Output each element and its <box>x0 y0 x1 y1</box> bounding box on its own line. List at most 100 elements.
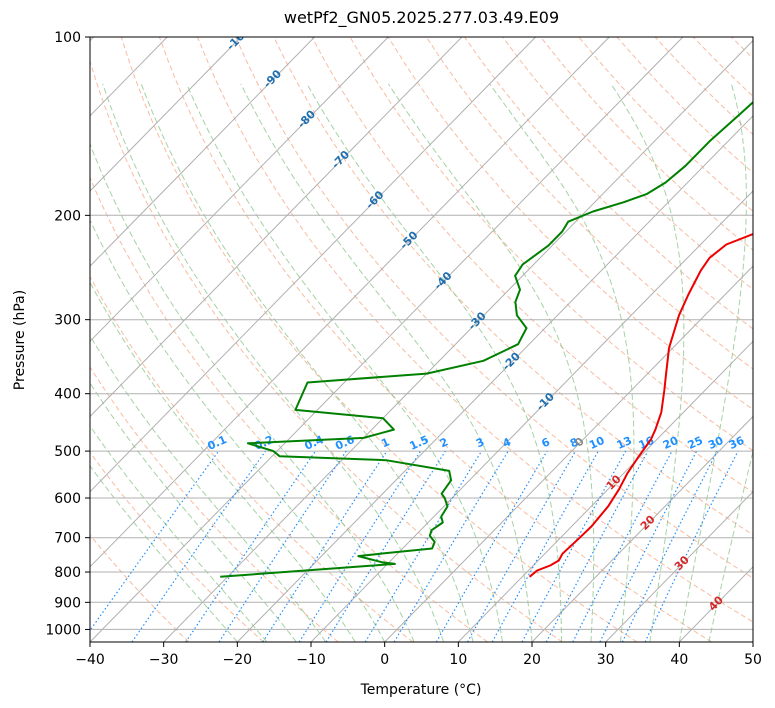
mixing-ratio-line <box>325 450 446 642</box>
isotherm-label: -30 <box>466 309 489 333</box>
dry-adiabat <box>90 59 563 642</box>
isotherm-line <box>384 265 753 642</box>
isotherm-label: -80 <box>295 107 318 131</box>
dry-adiabat <box>90 366 339 642</box>
isotherm-label: 30 <box>672 553 692 573</box>
mixing-ratio-label: 1 <box>379 435 391 450</box>
mixing-ratio-label: 36 <box>727 434 747 452</box>
isotherm-line <box>457 340 753 642</box>
isotherm-label: -60 <box>363 188 386 212</box>
isotherm-label: 10 <box>604 472 624 492</box>
isotherm-line <box>90 37 536 493</box>
isotherm-label: -70 <box>329 148 352 172</box>
y-tick-label: 500 <box>54 444 81 460</box>
isotherm-line <box>90 37 463 418</box>
x-tick-label: 50 <box>744 652 762 668</box>
isotherm-line <box>310 190 753 642</box>
dry-adiabat <box>654 37 753 136</box>
plot-frame <box>89 36 754 643</box>
mixing-ratio-line <box>262 450 388 642</box>
dry-adiabat <box>387 37 753 411</box>
moist-adiabat <box>708 449 753 642</box>
mixing-ratio-label: 16 <box>637 434 657 452</box>
dry-adiabat <box>464 37 753 330</box>
x-tick-label: −40 <box>75 652 105 668</box>
y-tick-label: 1000 <box>45 622 81 638</box>
moist-adiabat <box>140 83 474 642</box>
dry-adiabat <box>502 37 753 290</box>
y-tick-label: 600 <box>54 491 81 507</box>
isotherm-line <box>605 490 753 642</box>
mixing-ratio-line <box>435 450 548 642</box>
mixing-ratio-line <box>491 450 599 642</box>
moist-adiabat <box>306 83 562 642</box>
moist-adiabat <box>610 83 685 642</box>
mixing-ratio-label: 10 <box>587 434 607 452</box>
moist-adiabat <box>240 83 533 642</box>
chart-title: wetPf2_GN05.2025.277.03.49.E09 <box>283 8 560 27</box>
dry-adiabat <box>616 37 753 174</box>
dry-adiabat <box>235 37 753 579</box>
y-tick-label: 200 <box>54 208 81 224</box>
mixing-ratio-label: 0.6 <box>333 433 356 453</box>
isotherm-line <box>90 37 242 192</box>
isotherm-line <box>90 37 389 343</box>
x-tick-label: 30 <box>597 652 615 668</box>
x-tick-label: 40 <box>670 652 688 668</box>
moist-adiabat <box>387 83 595 642</box>
isotherm-label: 40 <box>706 593 726 613</box>
moist-adiabat <box>90 465 238 642</box>
dry-adiabat <box>90 451 264 642</box>
dry-adiabat <box>90 534 190 642</box>
y-tick-label: 900 <box>54 595 81 611</box>
isotherm-line <box>90 37 315 267</box>
mixing-ratio-label: 0.4 <box>303 433 326 453</box>
moist-adiabat <box>90 142 415 642</box>
isotherm-line <box>163 39 753 642</box>
isotherm-line <box>236 115 753 642</box>
profile-lines <box>220 100 753 578</box>
y-tick-label: 100 <box>54 30 81 46</box>
mixing-ratio-label: 1.5 <box>408 433 431 453</box>
mixing-ratio-label: 2 <box>438 435 450 450</box>
isopleth-labels: 0.1 0.2 0.4 0.6 1 1.5 2 3 4 6 8 10 13 16 20 25 30 36-100-… <box>206 37 747 614</box>
mixing-ratio-line <box>466 450 577 642</box>
y-tick-label: 700 <box>54 531 81 547</box>
dry-adiabat <box>311 37 753 493</box>
dry-adiabat <box>273 37 753 536</box>
mixing-ratio-line <box>521 450 627 642</box>
isotherm-label: -20 <box>500 350 523 374</box>
mixing-ratio-label: 25 <box>686 434 705 452</box>
mixing-ratio-line <box>545 450 649 642</box>
x-tick-label: −30 <box>149 652 179 668</box>
mixing-ratio-line <box>572 450 673 642</box>
mixing-ratio-line <box>364 450 483 642</box>
y-tick-label: 400 <box>54 387 81 403</box>
mixing-ratio-label: 20 <box>661 434 681 452</box>
mixing-ratio-line <box>218 450 347 642</box>
mixing-ratio-label: 30 <box>706 434 726 452</box>
x-tick-label: −10 <box>296 652 326 668</box>
dry-adiabat <box>90 176 488 642</box>
x-axis-label: Temperature (°C) <box>360 682 482 698</box>
moist-adiabat <box>186 83 503 642</box>
isotherm-line <box>90 37 610 568</box>
dry-adiabat <box>692 37 753 98</box>
dry-adiabat <box>120 37 638 642</box>
mixing-ratio-line <box>185 450 316 642</box>
mixing-ratio-line <box>621 450 718 642</box>
moist-adiabat <box>489 83 635 642</box>
dry-adiabat <box>770 37 775 642</box>
mixing-ratio-line <box>90 450 220 632</box>
isotherm-line <box>90 37 684 642</box>
isotherm-line <box>752 641 753 642</box>
moist-adiabat <box>678 83 747 642</box>
x-tick-label: 0 <box>380 652 389 668</box>
dry-adiabat <box>197 37 753 623</box>
grid-layer <box>90 37 775 642</box>
y-tick-label: 300 <box>54 313 81 329</box>
moist-adiabat <box>90 334 327 642</box>
y-axis-label: Pressure (hPa) <box>12 290 28 390</box>
mixing-ratio-line <box>131 450 266 642</box>
